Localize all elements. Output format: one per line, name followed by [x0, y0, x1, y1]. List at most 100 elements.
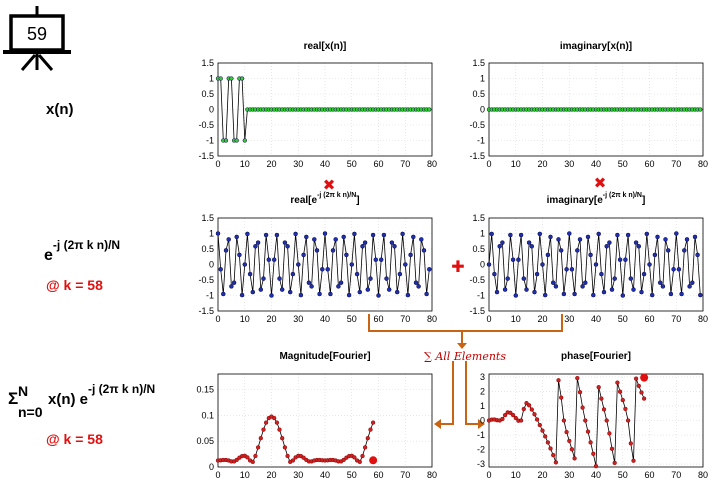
data-point: [657, 280, 663, 285]
data-point: [660, 284, 666, 289]
data-point: [609, 446, 615, 451]
x-tick-label: 30: [293, 470, 303, 480]
data-point: [298, 292, 304, 298]
y-tick-label: 1.5: [201, 58, 214, 68]
y-tick-label: 1.5: [472, 58, 485, 68]
data-point: [218, 267, 223, 272]
data-point: [274, 420, 280, 425]
data-point: [253, 453, 258, 459]
data-point: [652, 252, 658, 258]
data-point: [234, 234, 239, 240]
y-tick-label: 1: [480, 74, 485, 84]
data-point: [368, 276, 373, 281]
x-tick-label: 60: [373, 470, 383, 480]
data-point: [567, 231, 572, 236]
data-point: [620, 397, 625, 403]
x-tick-label: 60: [644, 470, 654, 480]
y-tick-label: -1.5: [469, 306, 485, 316]
data-point: [497, 244, 502, 249]
x-tick-label: 70: [400, 470, 410, 480]
data-point: [631, 458, 636, 463]
data-point: [365, 287, 371, 292]
data-point: [561, 291, 567, 297]
phase-chart: 0 10 20 30 40 50 60 70 803210-1-2-3phase[Fourier…: [477, 351, 708, 480]
y-tick-label: -0.5: [469, 120, 485, 130]
imag-kernel-chart: 0 10 20 30 40 50 60 70 80 1.5 1 0.5 0 -0.5 -1 -1.5 imagi…: [469, 192, 708, 324]
data-point: [612, 276, 617, 281]
y-tick-label: 0: [480, 416, 485, 426]
data-point: [408, 252, 413, 258]
k-label-top: @ k = 58: [46, 277, 103, 293]
data-point: [510, 412, 516, 418]
data-point: [245, 455, 250, 460]
data-point: [508, 232, 513, 238]
data-point: [572, 456, 577, 461]
data-point: [575, 248, 580, 253]
data-point: [556, 237, 561, 242]
y-tick-label: 1: [209, 229, 214, 239]
magnitude-chart: 0 10 20 30 40 50 60 70 80 0.15 0.1 0.05 0 Magnitude[F…: [196, 351, 437, 480]
data-point: [585, 234, 591, 240]
data-point: [529, 407, 534, 412]
data-point: [615, 380, 620, 385]
data-point: [317, 291, 322, 297]
data-point: [628, 276, 634, 281]
x-tick-label: 60: [644, 314, 654, 324]
data-point: [663, 237, 668, 242]
x-tick-label: 20: [266, 314, 276, 324]
data-point: [266, 257, 272, 262]
x-tick-label: 80: [698, 470, 708, 480]
x-tick-label: 20: [537, 314, 547, 324]
data-point: [386, 287, 392, 292]
data-point: [588, 252, 593, 258]
data-point: [263, 232, 269, 238]
data-point: [250, 459, 255, 465]
data-point: [301, 252, 306, 258]
data-point: [564, 267, 569, 272]
data-point: [623, 406, 628, 412]
data-point: [234, 457, 239, 463]
data-point: [309, 284, 314, 289]
y-tick-label: 0: [209, 462, 214, 472]
x-tick-label: 40: [591, 470, 601, 480]
data-point: [695, 252, 700, 258]
charts: 0 10 20 30 40 50 60 70 801.510.50-0.5-1-1.5real[…: [196, 41, 708, 480]
data-point: [277, 427, 282, 432]
data-point: [698, 292, 703, 298]
data-point: [684, 237, 690, 242]
real-x-chart: 0 10 20 30 40 50 60 70 80 1.5 1 0.5 0 -0.5 -1 -1.5 real[…: [198, 41, 437, 169]
data-point: [591, 451, 596, 456]
x-tick-label: 10: [511, 314, 521, 324]
data-point: [647, 262, 652, 267]
data-point: [655, 234, 660, 240]
data-point: [424, 291, 429, 297]
presentation-board-icon: 59: [3, 6, 71, 71]
data-point: [397, 271, 403, 277]
x-tick-label: 50: [347, 159, 357, 169]
data-point: [500, 240, 505, 245]
chart-title: imaginary[e-j (2π k n)/N]: [547, 192, 646, 206]
data-point: [551, 452, 556, 458]
x-tick-label: 30: [564, 470, 574, 480]
kernel-label: e-j (2π k n)/N: [44, 238, 120, 264]
data-point: [287, 289, 293, 295]
arrow-head-right: [478, 419, 485, 429]
data-point: [255, 240, 261, 245]
x-tick-label: 80: [427, 470, 437, 480]
data-point: [269, 293, 274, 298]
data-point: [336, 284, 341, 289]
data-point: [543, 434, 548, 439]
data-point: [378, 257, 384, 262]
data-point: [537, 422, 542, 428]
data-point: [639, 390, 644, 395]
y-tick-label: -1: [206, 291, 214, 301]
plot-frame: [217, 62, 433, 157]
y-tick-label: 0: [480, 105, 485, 115]
x-tick-label: 10: [511, 470, 521, 480]
x-tick-label: 60: [373, 314, 383, 324]
data-point: [545, 252, 551, 258]
imag-x-chart: 0 10 20 30 40 50 60 70 80 1.5 1 0.5 0 -0.5 -1 -1.5 imagi…: [469, 41, 708, 169]
data-point: [226, 237, 231, 242]
data-point: [516, 257, 521, 262]
data-point: [245, 231, 250, 237]
